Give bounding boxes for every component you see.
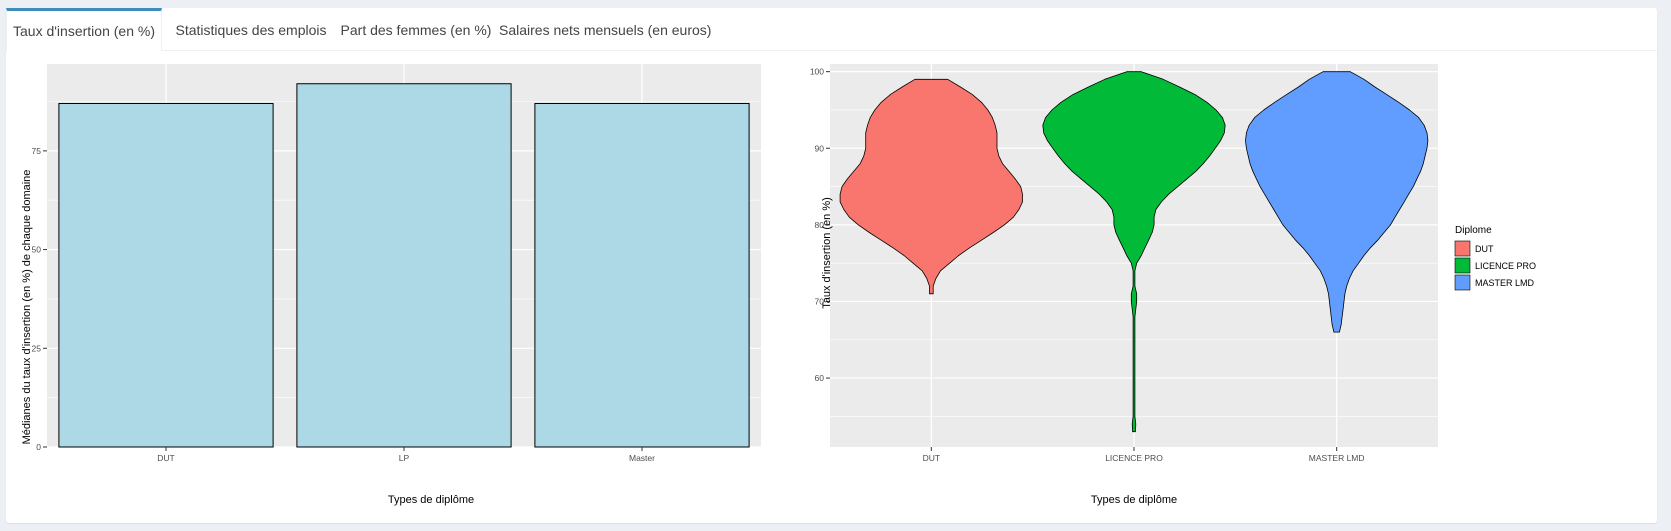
bar-lp [296, 83, 512, 448]
bar-y-tick-label: 75 [32, 146, 42, 156]
violin-dut [839, 78, 1023, 295]
tab-salaires[interactable]: Salaires nets mensuels (en euros) [499, 22, 712, 38]
legend-title: Diplome [1455, 225, 1492, 236]
violin-x-axis-title: Types de diplôme [1091, 494, 1177, 506]
bar-y-axis-title: Médianes du taux d'insertion (en %) de c… [21, 170, 33, 445]
violin-master-lmd [1245, 71, 1429, 333]
bar-y-tick-label: 0 [36, 442, 41, 452]
tab-bar: Taux d'insertion (en %) Statistiques des… [6, 8, 1657, 51]
violin-y-axis-title: Taux d'insertion (en %) [821, 197, 833, 309]
violin-y-tick-label: 80 [815, 220, 825, 230]
violin-x-tick-label-dut: DUT [923, 453, 940, 463]
tab-part-femmes[interactable]: Part des femmes (en %) [340, 22, 492, 38]
legend-label-licence-pro: LICENCE PRO [1475, 261, 1536, 271]
violin-x-tick-label-licence-pro: LICENCE PRO [1105, 453, 1163, 463]
legend-key-licence-pro [1454, 257, 1471, 274]
violin-x-tick-label-master-lmd: MASTER LMD [1309, 453, 1365, 463]
bar-dut [58, 102, 274, 448]
bar-x-tick-label-master: Master [629, 453, 655, 463]
legend-key-master-lmd [1454, 274, 1471, 291]
bar-x-axis-title: Types de diplôme [388, 494, 474, 506]
legend-label-master-lmd: MASTER LMD [1475, 278, 1535, 288]
violin-y-tick-label: 60 [815, 373, 825, 383]
tab-statistiques-emplois[interactable]: Statistiques des emplois [175, 22, 327, 38]
violin-legend: Diplome DUT LICENCE PRO MASTER LMD [1454, 225, 1536, 291]
tab-taux-insertion[interactable]: Taux d'insertion (en %) [6, 8, 162, 51]
legend-key-dut [1454, 240, 1471, 257]
bar-y-tick-label: 50 [32, 245, 42, 255]
violin-licence-pro [1042, 71, 1226, 433]
violin-chart: 60 70 80 90 100 DUT LICENCE PRO MASTER LMD Type… [810, 64, 1536, 506]
bar-x-tick-label-lp: LP [399, 453, 410, 463]
violin-y-tick-label: 100 [810, 67, 824, 77]
legend-label-dut: DUT [1475, 244, 1494, 254]
violin-y-tick-label: 70 [815, 296, 825, 306]
bar-chart: 0 25 50 75 DUT LP Master Types de diplôme Médi… [21, 64, 761, 506]
bar-master [534, 102, 750, 448]
bar-x-tick-label-dut: DUT [157, 453, 174, 463]
violin-y-tick-label: 90 [815, 143, 825, 153]
bar-y-tick-label: 25 [32, 343, 42, 353]
